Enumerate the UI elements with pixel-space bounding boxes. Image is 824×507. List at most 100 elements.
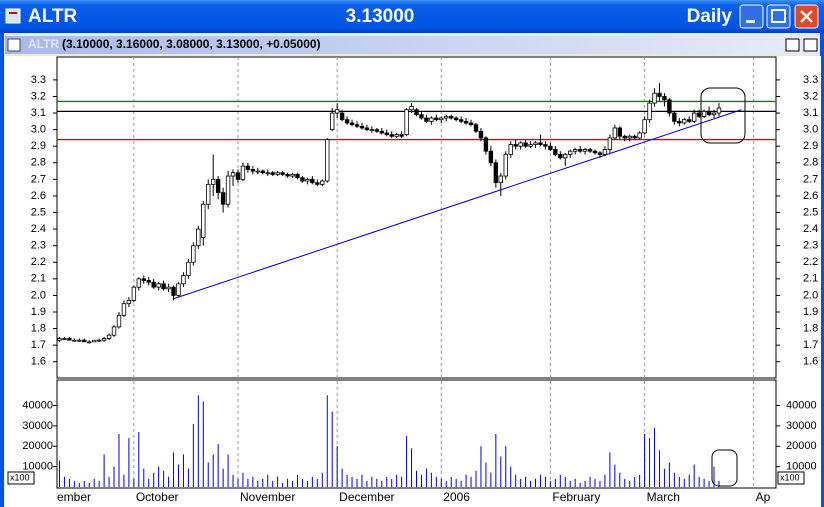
y-tick-label: 2.3: [31, 240, 46, 252]
minimize-button[interactable]: [739, 4, 764, 29]
candle-body: [67, 338, 72, 341]
y-tick-label-right: 2.7: [803, 173, 818, 185]
candle-body: [344, 119, 350, 124]
candle-body: [176, 283, 181, 296]
volume-tick-label-right: 30000: [786, 420, 817, 432]
candle-body: [186, 261, 191, 276]
candle-body: [364, 127, 370, 131]
y-tick-label-right: 3.2: [803, 90, 818, 102]
y-tick-label: 2.7: [31, 173, 46, 185]
candle-body: [696, 112, 702, 117]
candle-body: [310, 178, 315, 184]
candle-body: [260, 170, 265, 174]
candle-body: [701, 110, 707, 117]
candle-body: [572, 149, 578, 152]
candle-body: [577, 149, 583, 152]
candle-body: [409, 106, 414, 111]
candle-body: [399, 134, 404, 137]
candle-body: [414, 109, 419, 116]
candle-body: [210, 178, 216, 185]
candle-body: [657, 92, 662, 97]
candle-body: [101, 338, 107, 341]
candle-body: [711, 112, 717, 116]
candle-body: [468, 122, 474, 126]
y-tick-label: 3.3: [31, 74, 46, 86]
candle-body: [384, 132, 389, 136]
highlight-volume: [711, 449, 738, 487]
candle-body: [389, 134, 394, 137]
candle-body: [478, 130, 484, 139]
candle-body: [201, 203, 206, 238]
candle-body: [597, 152, 603, 155]
maximize-button[interactable]: [766, 4, 791, 29]
volume-unit-left: x100: [10, 472, 30, 482]
y-tick-label-right: 2.5: [803, 206, 818, 218]
candle-body: [513, 144, 518, 147]
candle-body: [280, 172, 285, 175]
y-tick-label: 2.0: [31, 289, 46, 301]
candle-body: [483, 137, 489, 152]
candle-body: [315, 182, 320, 185]
sub-close-button[interactable]: [803, 38, 818, 52]
candle-body: [215, 178, 221, 194]
y-tick-label: 2.1: [31, 273, 46, 285]
candle-body: [225, 175, 231, 205]
candle-body: [106, 334, 112, 339]
maximize-icon: [771, 9, 786, 23]
candle-body: [449, 115, 454, 119]
candle-body: [290, 173, 295, 177]
candle-body: [230, 172, 236, 177]
candle-body: [453, 117, 459, 121]
sub-restore-button[interactable]: [785, 38, 800, 52]
unit-box-right: [777, 471, 805, 485]
candle-body: [553, 149, 558, 155]
candle-body: [642, 119, 647, 134]
candle-body: [181, 275, 186, 285]
candle-body: [592, 150, 598, 154]
y-tick-label-right: 2.9: [803, 140, 818, 152]
window-buttons: [739, 4, 819, 29]
candle-body: [473, 124, 479, 132]
candle-body: [523, 142, 528, 147]
y-tick-label: 2.2: [31, 256, 46, 268]
candle-body: [349, 122, 355, 126]
candle-body: [548, 145, 553, 150]
volume-tick-label-right: 20000: [786, 440, 817, 452]
x-tick-label: December: [339, 490, 394, 504]
candle-body: [662, 96, 667, 101]
y-tick-label: 3.1: [31, 107, 46, 119]
candle-body: [691, 112, 697, 122]
candle-body: [265, 172, 270, 175]
sub-symbol: ALTR: [28, 37, 59, 51]
candle-body: [191, 245, 196, 263]
candle-body: [682, 119, 687, 124]
candle-body: [275, 172, 280, 175]
candle-body: [305, 178, 310, 182]
y-tick-label-right: 2.6: [803, 190, 818, 202]
volume-panel: [56, 379, 777, 489]
y-tick-label-right: 1.9: [803, 306, 818, 318]
candle-body: [617, 127, 623, 137]
trend-line: [173, 109, 742, 300]
candle-body: [325, 139, 330, 182]
candle-body: [439, 117, 444, 121]
candle-body: [339, 112, 345, 121]
candle-body: [166, 286, 171, 290]
candle-body: [57, 338, 62, 341]
candle-body: [354, 124, 360, 127]
candle-body: [508, 144, 513, 155]
candle-body: [463, 120, 469, 124]
candle-body: [245, 165, 251, 170]
y-tick-label: 2.6: [31, 190, 46, 202]
candle-body: [171, 286, 176, 296]
candle-body: [716, 107, 722, 114]
candle-body: [533, 142, 538, 145]
candle-body: [77, 339, 82, 342]
candle-body: [151, 281, 156, 288]
app-icon: [5, 8, 21, 24]
candle-body: [622, 135, 627, 139]
candle-body: [82, 339, 87, 343]
candle-body: [116, 314, 122, 328]
candle-body: [240, 165, 246, 180]
candle-body: [429, 117, 434, 122]
